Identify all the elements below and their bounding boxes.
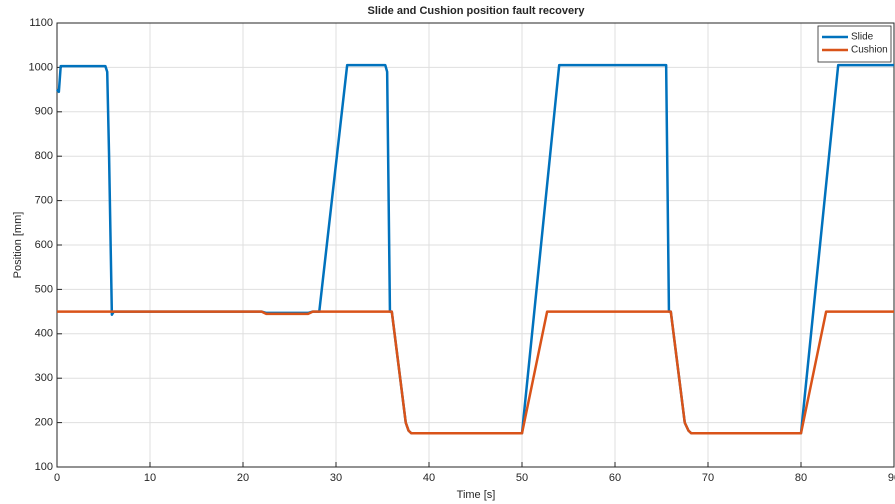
x-tick-label: 30 — [330, 472, 342, 484]
x-tick-label: 80 — [795, 472, 807, 484]
series-line — [57, 310, 894, 435]
x-tick-label: 10 — [144, 472, 156, 484]
legend-label: Slide — [851, 32, 874, 43]
x-tick-label: 0 — [54, 472, 60, 484]
y-tick-label: 800 — [35, 150, 53, 162]
y-tick-label: 600 — [35, 239, 53, 251]
y-axis-label: Position [mm] — [12, 212, 24, 279]
y-tick-label: 100 — [35, 461, 53, 473]
y-tick-label: 300 — [35, 372, 53, 384]
x-tick-label: 60 — [609, 472, 621, 484]
y-tick-label: 400 — [35, 328, 53, 340]
x-tick-label: 50 — [516, 472, 528, 484]
x-tick-label: 40 — [423, 472, 435, 484]
y-tick-label: 1000 — [29, 61, 53, 73]
x-tick-label: 20 — [237, 472, 249, 484]
y-tick-label: 200 — [35, 417, 53, 429]
y-tick-label: 700 — [35, 195, 53, 207]
x-tick-label: 90 — [888, 472, 895, 484]
y-tick-label: 500 — [35, 283, 53, 295]
y-tick-label: 1100 — [29, 17, 53, 29]
y-tick-label: 900 — [35, 106, 53, 118]
x-axis-label: Time [s] — [457, 489, 496, 501]
chart-title: Slide and Cushion position fault recover… — [368, 5, 586, 17]
x-tick-label: 70 — [702, 472, 714, 484]
plot-frame — [56, 22, 895, 468]
legend-box — [817, 25, 892, 63]
legend: Slide Cushion — [817, 25, 892, 63]
legend-label: Cushion — [851, 45, 888, 56]
